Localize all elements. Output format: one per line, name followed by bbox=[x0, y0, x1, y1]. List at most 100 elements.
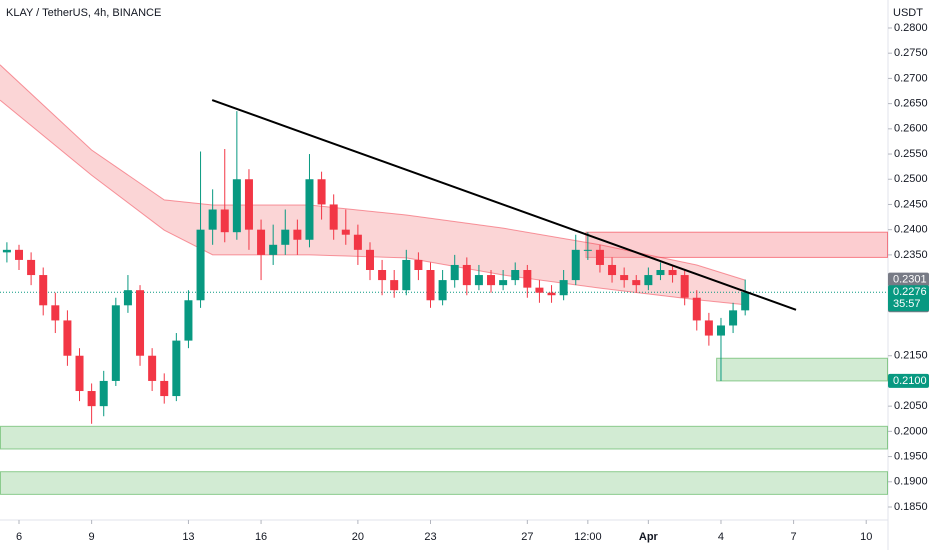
zone bbox=[716, 357, 888, 382]
candle-body bbox=[39, 275, 48, 306]
candle-body bbox=[329, 204, 338, 230]
candle-body bbox=[293, 229, 302, 240]
candle-body bbox=[123, 290, 132, 306]
candle-body bbox=[244, 179, 253, 230]
candle-body bbox=[208, 209, 217, 230]
y-tick-label: 0.1950 bbox=[894, 450, 928, 462]
x-tick-label: 13 bbox=[182, 531, 194, 543]
price-badge bbox=[888, 373, 929, 388]
candle-body bbox=[547, 292, 556, 296]
candle-body bbox=[487, 275, 496, 286]
y-tick-label: 0.2700 bbox=[894, 72, 928, 84]
price-badge-label: 0.2301 bbox=[893, 273, 927, 285]
countdown: 35:57 bbox=[893, 298, 921, 310]
candle-body bbox=[741, 292, 750, 311]
price-badge bbox=[888, 272, 929, 287]
candle-body bbox=[257, 229, 266, 255]
price-badge-label: 0.2276 bbox=[893, 286, 927, 298]
candle-body bbox=[305, 179, 314, 240]
candle-body bbox=[729, 310, 738, 326]
candle-body bbox=[402, 259, 411, 291]
y-tick-label: 0.2350 bbox=[894, 249, 928, 261]
candle-body bbox=[620, 275, 629, 281]
x-tick-label: 6 bbox=[16, 531, 22, 543]
candle-body bbox=[196, 229, 205, 301]
candle-body bbox=[353, 234, 362, 250]
candle-body bbox=[87, 391, 96, 407]
candle-body bbox=[523, 270, 532, 288]
candle-body bbox=[450, 264, 459, 281]
candle-body bbox=[704, 320, 713, 336]
candle-body bbox=[232, 179, 241, 233]
y-tick-label: 0.2000 bbox=[894, 425, 928, 437]
price-badge bbox=[888, 285, 929, 312]
candle-body bbox=[632, 280, 641, 286]
candle-body bbox=[535, 287, 544, 293]
y-tick-label: 0.2650 bbox=[894, 98, 928, 110]
zone bbox=[0, 425, 888, 450]
band bbox=[0, 64, 746, 305]
candle-body bbox=[27, 259, 36, 276]
candle-body bbox=[184, 300, 193, 341]
candle-body bbox=[148, 355, 157, 381]
x-tick-label: 12:00 bbox=[574, 531, 602, 543]
x-tick-label: 23 bbox=[424, 531, 436, 543]
y-tick-label: 0.2550 bbox=[894, 148, 928, 160]
candle-body bbox=[608, 264, 617, 276]
candle-body bbox=[595, 249, 604, 265]
y-tick-label: 0.2450 bbox=[894, 198, 928, 210]
x-tick-label: 9 bbox=[89, 531, 95, 543]
chart-title: KLAY / TetherUS, 4h, BINANCE bbox=[6, 7, 161, 19]
candle-body bbox=[716, 325, 725, 336]
y-tick-label: 0.2500 bbox=[894, 173, 928, 185]
trendline bbox=[211, 99, 797, 311]
candle-body bbox=[365, 249, 374, 271]
candle-body bbox=[426, 270, 435, 301]
y-tick-label: 0.2750 bbox=[894, 47, 928, 59]
y-tick-label: 0.2800 bbox=[894, 22, 928, 34]
candle-body bbox=[559, 280, 568, 296]
x-tick-label: Apr bbox=[639, 531, 659, 543]
candle-body bbox=[269, 244, 278, 255]
candle-body bbox=[462, 264, 471, 286]
price-badge-label: 0.2100 bbox=[893, 375, 927, 387]
candle-body bbox=[111, 305, 120, 381]
candle-body bbox=[2, 249, 11, 253]
candle-body bbox=[438, 280, 447, 301]
y-tick-label: 0.2150 bbox=[894, 350, 928, 362]
candle-body bbox=[51, 305, 60, 321]
candle-body bbox=[680, 275, 689, 298]
y-tick-label: 0.2400 bbox=[894, 224, 928, 236]
candle-body bbox=[317, 179, 326, 205]
x-tick-label: 16 bbox=[255, 531, 267, 543]
candle-body bbox=[390, 280, 399, 291]
y-tick-label: 0.1850 bbox=[894, 501, 928, 513]
candle-body bbox=[281, 229, 290, 245]
candle-body bbox=[160, 380, 169, 397]
candle-body bbox=[656, 270, 665, 276]
candle-body bbox=[414, 259, 423, 271]
candle-body bbox=[75, 355, 84, 392]
candle-body bbox=[136, 290, 145, 356]
candle-body bbox=[341, 229, 350, 235]
candle-body bbox=[220, 209, 229, 233]
candle-body bbox=[692, 297, 701, 321]
candle-body bbox=[63, 320, 72, 356]
band-edge bbox=[0, 64, 746, 281]
x-tick-label: 7 bbox=[791, 531, 797, 543]
candle-body bbox=[499, 280, 508, 286]
y-tick-label: 0.1900 bbox=[894, 476, 928, 488]
axis-unit: USDT bbox=[893, 7, 923, 19]
x-tick-label: 20 bbox=[352, 531, 364, 543]
candle-body bbox=[571, 249, 580, 281]
candle-body bbox=[668, 270, 677, 276]
zone bbox=[0, 471, 888, 495]
candle-body bbox=[15, 249, 24, 260]
y-tick-label: 0.2600 bbox=[894, 123, 928, 135]
candle-body bbox=[378, 270, 387, 281]
y-tick-label: 0.2050 bbox=[894, 400, 928, 412]
candle-body bbox=[99, 380, 108, 407]
x-tick-label: 4 bbox=[718, 531, 724, 543]
